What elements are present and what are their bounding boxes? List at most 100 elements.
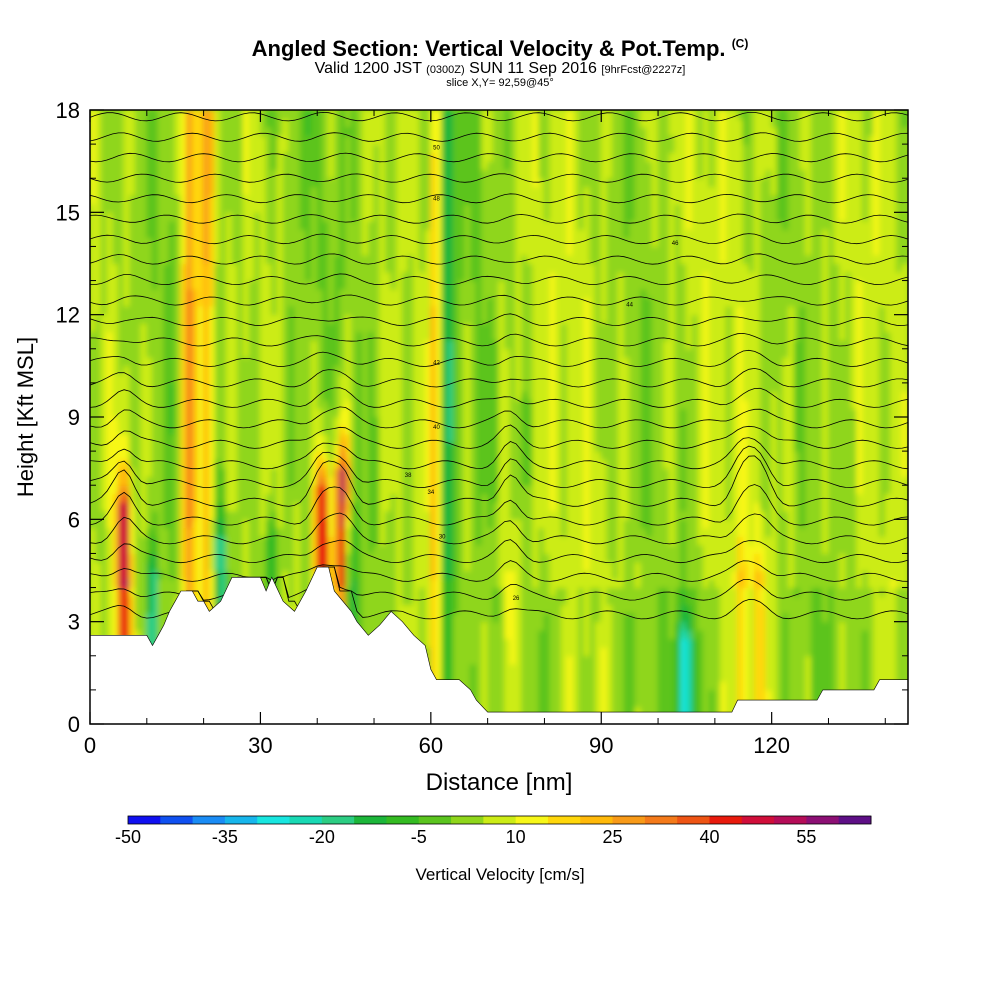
velocity-cell (333, 476, 341, 486)
velocity-cell (390, 110, 398, 120)
velocity-cell (401, 544, 409, 554)
velocity-cell (475, 612, 483, 623)
velocity-cell (163, 118, 171, 128)
velocity-cell (470, 561, 477, 571)
velocity-cell (305, 203, 313, 213)
velocity-cell (117, 544, 125, 554)
velocity-cell (157, 280, 165, 290)
velocity-cell (379, 110, 386, 120)
velocity-cell (430, 390, 438, 401)
velocity-cell (447, 254, 455, 264)
velocity-cell (276, 416, 284, 427)
velocity-cell (316, 527, 324, 537)
velocity-cell (231, 271, 239, 282)
velocity-cell (294, 254, 301, 264)
velocity-cell (441, 493, 449, 503)
velocity-cell (407, 305, 415, 316)
velocity-cell (140, 211, 148, 222)
velocity-cell (90, 152, 97, 162)
velocity-cell (407, 263, 415, 273)
velocity-cell (237, 552, 244, 563)
velocity-cell (112, 186, 119, 196)
velocity-cell (248, 450, 256, 461)
velocity-cell (390, 160, 398, 171)
velocity-cell (157, 263, 165, 273)
velocity-cell (106, 373, 114, 384)
velocity-cell (328, 203, 335, 213)
velocity-cell (123, 356, 131, 367)
velocity-cell (294, 186, 301, 196)
velocity-cell (117, 245, 125, 256)
velocity-cell (441, 348, 449, 358)
velocity-cell (299, 476, 307, 486)
velocity-cell (174, 382, 182, 392)
velocity-cell (197, 535, 205, 546)
velocity-cell (373, 544, 381, 554)
velocity-cell (129, 118, 136, 128)
velocity-cell (271, 263, 278, 273)
velocity-cell (424, 442, 432, 452)
velocity-cell (390, 220, 398, 230)
velocity-cell (384, 433, 392, 444)
velocity-cell (90, 570, 97, 580)
velocity-cell (112, 407, 119, 418)
velocity-cell (163, 356, 171, 367)
velocity-cell (214, 203, 222, 213)
velocity-cell (458, 416, 466, 427)
velocity-cell (311, 382, 318, 392)
velocity-cell (112, 143, 119, 154)
velocity-cell (367, 518, 375, 529)
velocity-cell (447, 578, 455, 589)
velocity-cell (146, 570, 153, 580)
velocity-cell (413, 425, 420, 435)
velocity-cell (90, 561, 97, 571)
velocity-cell (481, 604, 489, 614)
velocity-cell (180, 467, 188, 478)
velocity-cell (106, 297, 114, 307)
velocity-cell (276, 220, 284, 230)
velocity-cell (146, 595, 153, 606)
velocity-cell (311, 407, 318, 418)
velocity-cell (95, 467, 102, 478)
velocity-cell (214, 382, 222, 392)
velocity-cell (436, 407, 443, 418)
velocity-cell (436, 305, 443, 316)
velocity-cell (169, 169, 176, 179)
velocity-cell (373, 356, 381, 367)
velocity-cell (339, 169, 347, 179)
velocity-cell (328, 373, 335, 384)
velocity-cell (220, 118, 227, 128)
velocity-cell (339, 118, 347, 128)
velocity-cell (447, 390, 455, 401)
velocity-cell (163, 288, 171, 299)
velocity-cell (418, 390, 426, 401)
velocity-cell (242, 501, 250, 512)
velocity-cell (458, 552, 466, 563)
velocity-cell (367, 160, 375, 171)
velocity-cell (237, 390, 244, 401)
velocity-cell (350, 467, 358, 478)
velocity-cell (470, 254, 477, 264)
velocity-cell (276, 110, 284, 120)
velocity-cell (305, 365, 313, 375)
velocity-cell (90, 348, 97, 358)
velocity-cell (288, 271, 295, 282)
velocity-cell (322, 331, 330, 341)
velocity-cell (379, 211, 386, 222)
velocity-cell (475, 373, 483, 384)
velocity-cell (106, 476, 114, 486)
velocity-cell (134, 254, 142, 264)
velocity-cell (424, 638, 432, 648)
velocity-cell (350, 382, 358, 392)
velocity-cell (271, 425, 278, 435)
velocity-cell (413, 416, 420, 427)
velocity-cell (186, 143, 193, 154)
velocity-cell (373, 194, 381, 205)
velocity-cell (265, 493, 273, 503)
velocity-cell (254, 450, 261, 461)
velocity-cell (367, 501, 375, 512)
velocity-cell (237, 254, 244, 264)
velocity-cell (100, 587, 108, 597)
velocity-cell (475, 126, 483, 137)
velocity-cell (447, 510, 455, 520)
